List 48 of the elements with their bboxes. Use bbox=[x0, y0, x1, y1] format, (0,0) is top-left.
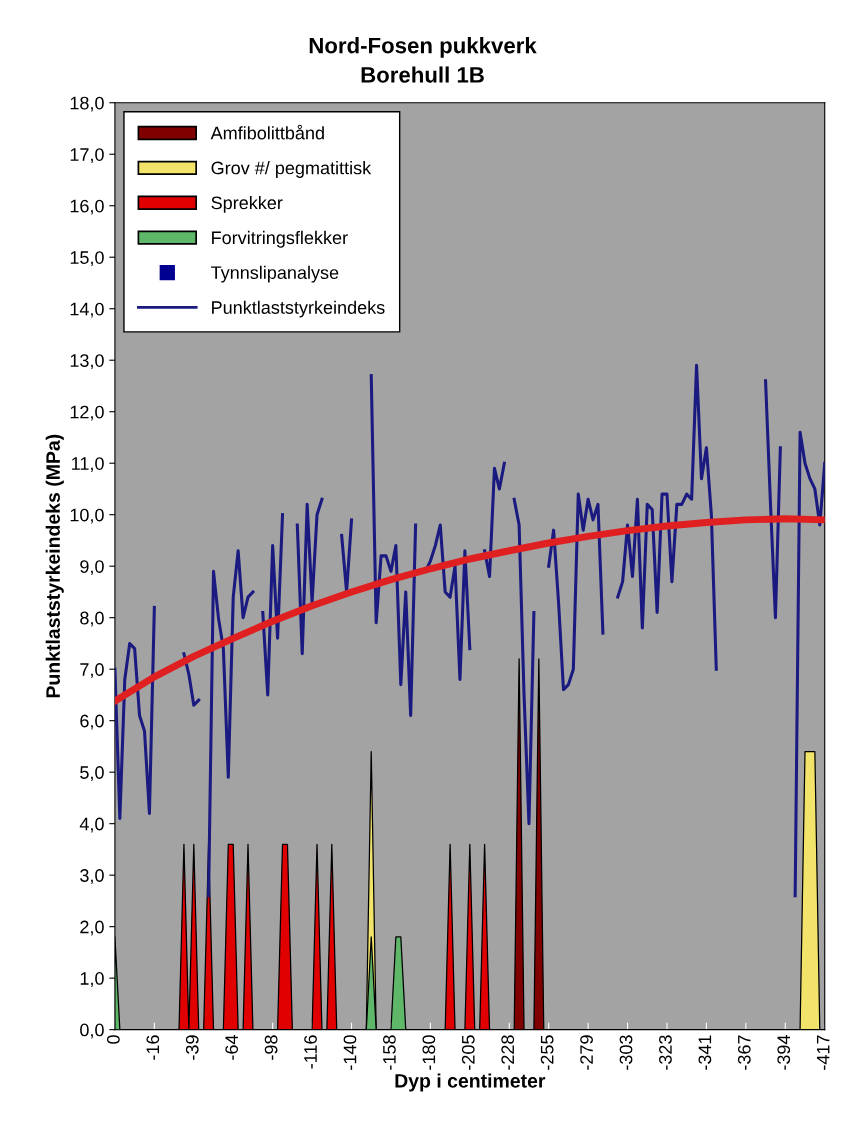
legend-label: Grov #/ pegmatittisk bbox=[211, 161, 372, 178]
x-tick-label: -16 bbox=[146, 1035, 160, 1060]
y-tick-label: 5,0 bbox=[80, 766, 104, 782]
y-tick-label: 17,0 bbox=[70, 148, 104, 164]
y-tick-label: 10,0 bbox=[70, 508, 104, 524]
y-tick-label: 6,0 bbox=[80, 714, 104, 730]
y-tick-label: 15,0 bbox=[70, 251, 104, 267]
y-tick-label: 4,0 bbox=[79, 817, 104, 833]
x-tick-label: -394 bbox=[777, 1035, 791, 1070]
x-tick-label: 0 bbox=[106, 1035, 120, 1044]
y-tick-label: 14,0 bbox=[70, 302, 104, 318]
y-tick-label: 13,0 bbox=[70, 354, 104, 370]
legend-label: Tynnslipanalyse bbox=[211, 265, 339, 283]
y-tick-label: 3,0 bbox=[80, 869, 104, 885]
x-tick-label: -367 bbox=[737, 1035, 751, 1070]
x-axis-title: Dyp i centimeter bbox=[395, 1073, 546, 1092]
x-tick-label: -64 bbox=[225, 1035, 239, 1060]
x-tick-label: -140 bbox=[343, 1035, 357, 1070]
x-tick-label: -417 bbox=[816, 1035, 830, 1070]
chart-subtitle: Borehull 1B bbox=[361, 66, 484, 83]
x-tick-label: -228 bbox=[501, 1035, 515, 1070]
y-tick-label: 16,0 bbox=[70, 199, 104, 215]
y-tick-label: 18,0 bbox=[70, 96, 104, 112]
legend-label: Amfibolittbånd bbox=[210, 124, 324, 140]
legend-label: Sprekker bbox=[211, 195, 283, 213]
x-tick-label: -341 bbox=[698, 1035, 712, 1070]
x-tick-label: -279 bbox=[580, 1035, 593, 1070]
x-tick-label: -116 bbox=[304, 1035, 317, 1069]
x-tick-label: -205 bbox=[461, 1035, 475, 1070]
y-tick-label: 11,0 bbox=[72, 457, 104, 473]
x-tick-label: -323 bbox=[659, 1035, 672, 1070]
y-axis-title: Punktlaststyrkeindeks (MPa) bbox=[45, 434, 64, 698]
y-tick-label: 12,0 bbox=[70, 405, 104, 421]
y-tick-label: 9,0 bbox=[80, 560, 104, 576]
x-tick-label: -303 bbox=[619, 1035, 633, 1070]
x-tick-label: -180 bbox=[422, 1035, 436, 1070]
x-tick-label: -98 bbox=[264, 1035, 278, 1060]
x-tick-label: -39 bbox=[185, 1035, 199, 1060]
x-tick-label: -255 bbox=[540, 1035, 554, 1070]
y-tick-label: 1,0 bbox=[80, 972, 104, 988]
y-tick-label: 8,0 bbox=[80, 611, 104, 627]
y-tick-label: 7,0 bbox=[80, 663, 104, 679]
y-tick-label: 0,0 bbox=[80, 1023, 104, 1039]
x-tick-label: -158 bbox=[383, 1035, 396, 1070]
legend-label: Forvitringsflekker bbox=[212, 230, 348, 248]
y-tick-label: 2,0 bbox=[80, 920, 104, 936]
legend-label: Punktlaststyrkeindeks bbox=[212, 300, 385, 318]
chart-title: Nord-Fosen pukkverk bbox=[309, 37, 537, 58]
